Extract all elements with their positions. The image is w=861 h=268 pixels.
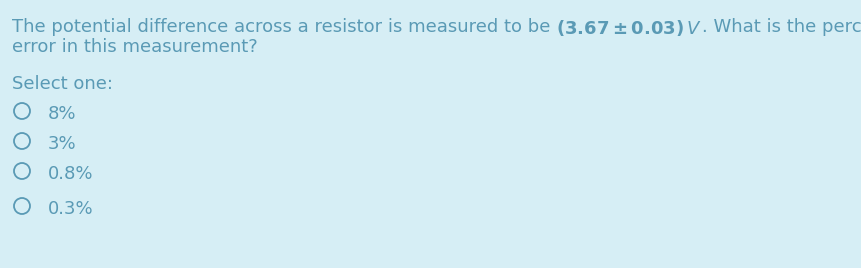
Text: 3%: 3% [48, 135, 77, 153]
Text: Select one:: Select one: [12, 75, 113, 93]
Text: 0.8%: 0.8% [48, 165, 94, 183]
Text: 0.3%: 0.3% [48, 200, 94, 218]
Text: error in this measurement?: error in this measurement? [12, 38, 257, 56]
Text: The potential difference across a resistor is measured to be: The potential difference across a resist… [12, 18, 556, 36]
Text: 8%: 8% [48, 105, 77, 123]
Text: $\mathbf{(3.67 \pm 0.03)\,\mathit{V}}$: $\mathbf{(3.67 \pm 0.03)\,\mathit{V}}$ [556, 18, 702, 38]
Text: . What is the percentage: . What is the percentage [702, 18, 861, 36]
